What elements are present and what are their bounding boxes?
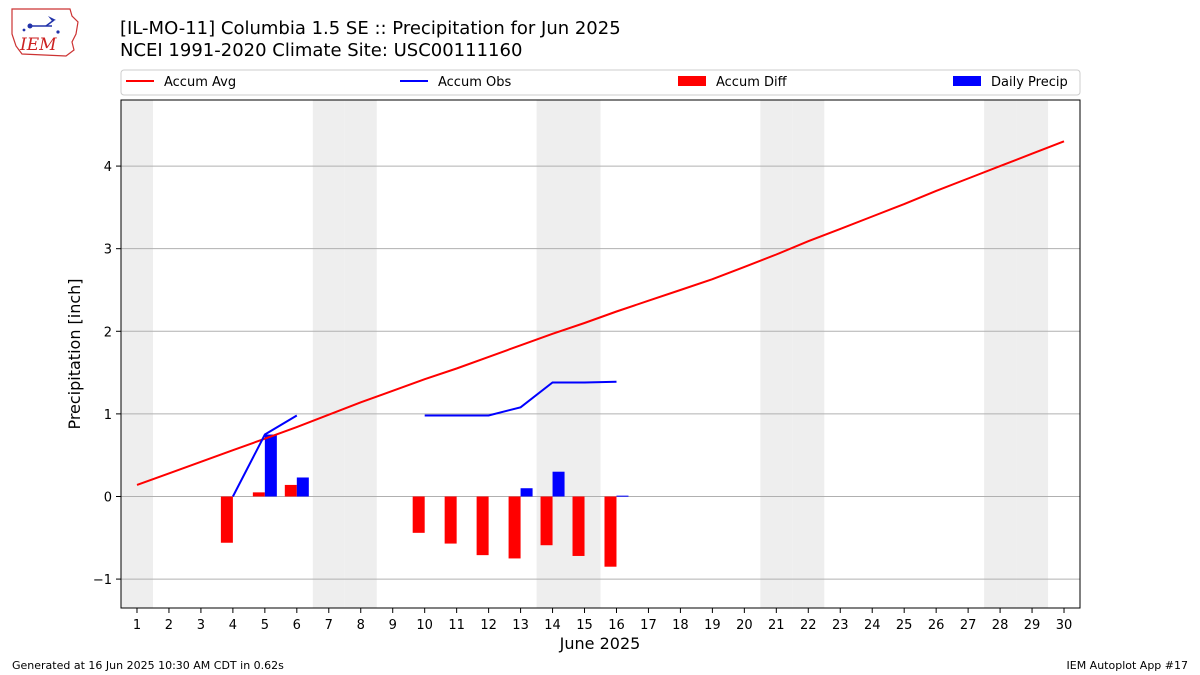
weekend-shade [984,100,1017,608]
y-axis-label: Precipitation [inch] [65,278,84,429]
x-tick-label: 7 [325,618,333,633]
x-tick-label: 2 [165,618,173,633]
accum-diff-bar [220,496,233,543]
x-tick-label: 15 [576,618,593,633]
x-tick-label: 23 [832,618,849,633]
weekend-shade [760,100,793,608]
x-tick-label: 20 [736,618,753,633]
app-credit: IEM Autoplot App #17 [1066,659,1189,672]
x-tick-label: 13 [512,618,529,633]
x-axis-label: June 2025 [559,634,641,653]
y-tick-label: 0 [104,490,112,505]
y-tick-label: −1 [93,573,112,588]
x-tick-label: 18 [672,618,689,633]
plot-frame [120,99,1081,609]
x-tick-label: 22 [800,618,817,633]
generated-timestamp: Generated at 16 Jun 2025 10:30 AM CDT in… [12,659,284,672]
x-tick-label: 4 [229,618,237,633]
legend-frame [120,69,1081,96]
x-tick-label: 30 [1056,618,1073,633]
x-tick-label: 25 [896,618,913,633]
x-tick-label: 16 [608,618,625,633]
x-tick-label: 26 [928,618,945,633]
y-tick-label: 2 [104,325,112,340]
x-tick-label: 28 [992,618,1009,633]
daily-precip-bar [616,495,629,497]
accum-diff-bar [444,496,457,544]
y-tick-label: 3 [104,243,112,258]
weekend-shade [344,100,377,608]
x-tick-label: 29 [1024,618,1041,633]
accum-diff-bar [252,492,265,497]
x-tick-label: 19 [704,618,721,633]
accum-diff-bar [508,496,521,559]
x-tick-label: 9 [389,618,397,633]
weekend-shade [792,100,825,608]
y-tick-label: 4 [104,160,112,175]
weekend-shade [1016,100,1049,608]
x-tick-label: 8 [357,618,365,633]
accum-diff-bar [604,496,617,567]
x-tick-label: 6 [293,618,301,633]
legend-label: Accum Obs [438,75,511,90]
x-tick-label: 24 [864,618,881,633]
daily-precip-bar [520,488,533,497]
accum-diff-bar [284,484,297,497]
x-tick-label: 14 [544,618,561,633]
legend-swatch [953,76,981,86]
accum-obs-line [424,380,617,417]
accum-obs-line [232,414,298,497]
accum-diff-bar [412,496,425,533]
legend-swatch [678,76,706,86]
x-tick-label: 5 [261,618,269,633]
x-tick-label: 3 [197,618,205,633]
daily-precip-bar [552,471,565,497]
accum-diff-bar [476,496,489,556]
x-tick-label: 12 [480,618,497,633]
accum-diff-bar [540,496,553,546]
x-tick-label: 10 [416,618,433,633]
weekend-shade [121,100,153,608]
x-tick-label: 27 [960,618,977,633]
accum-avg-line [136,140,1065,486]
x-tick-label: 11 [448,618,465,633]
accum-diff-bar [572,496,585,556]
x-tick-label: 1 [133,618,141,633]
legend-label: Daily Precip [991,75,1068,90]
x-tick-label: 17 [640,618,657,633]
iem-logo: IEM [8,6,80,58]
legend: Accum Avg Accum Obs Accum Diff Daily Precip [120,69,1081,96]
y-tick-label: 1 [104,408,112,423]
x-tick-label: 21 [768,618,785,633]
daily-precip-bar [296,477,309,497]
logo-text: IEM [19,35,57,55]
weekend-shade [312,100,345,608]
legend-label: Accum Avg [164,75,236,90]
chart-title: [IL-MO-11] Columbia 1.5 SE :: Precipitat… [120,18,621,39]
chart-subtitle: NCEI 1991-2020 Climate Site: USC00111160 [120,40,523,61]
legend-label: Accum Diff [716,75,788,90]
daily-precip-bar [264,434,277,497]
